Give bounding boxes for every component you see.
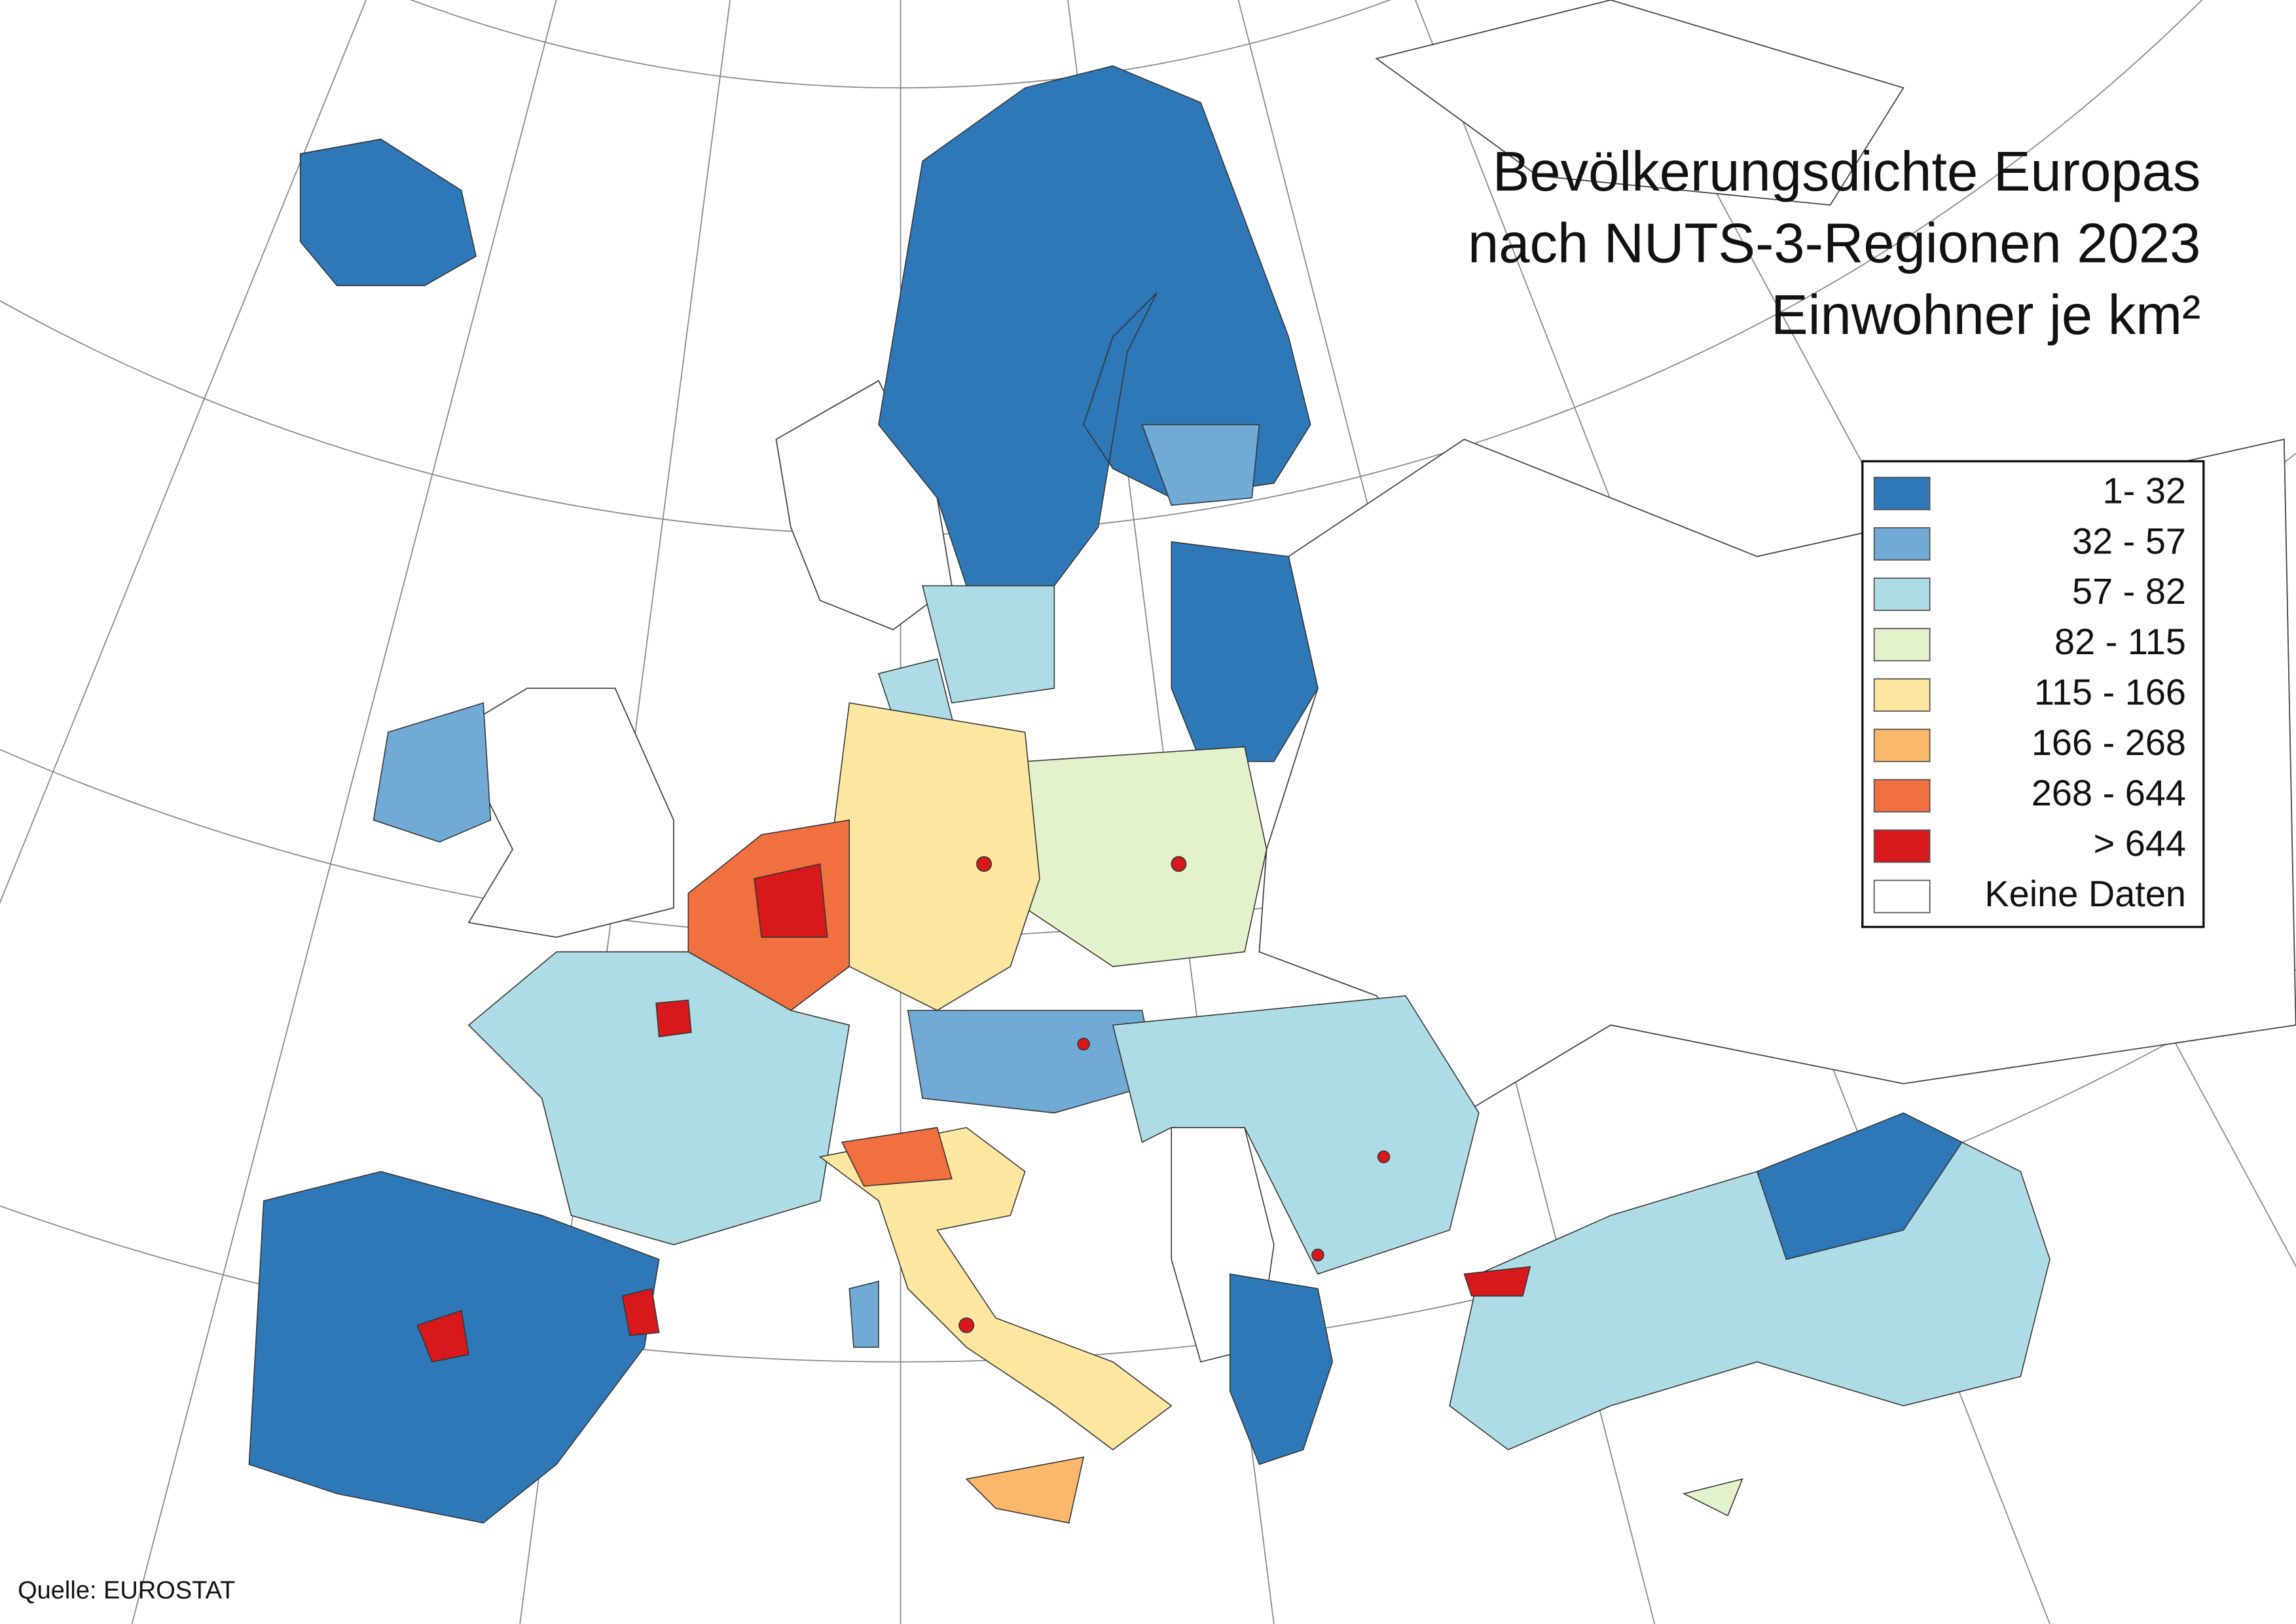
region (416, 1310, 469, 1363)
source: Quelle: EUROSTAT (18, 1577, 235, 1604)
title-line: nach NUTS-3-Regionen 2023 (1468, 212, 2200, 274)
legend-label: > 644 (2094, 822, 2186, 864)
legend-swatch (1873, 829, 1931, 863)
title-line: Einwohner je km² (1771, 284, 2200, 346)
land-outline (453, 688, 674, 938)
region (1112, 995, 1480, 1275)
region (1377, 1150, 1391, 1164)
region (1311, 1248, 1324, 1262)
legend-swatch (1873, 627, 1931, 661)
region (818, 1127, 1173, 1450)
region (958, 1317, 975, 1333)
region (621, 1287, 660, 1337)
region (1171, 541, 1319, 762)
meridian (131, 0, 557, 1624)
region (1141, 424, 1260, 506)
legend-label: 32 - 57 (2072, 520, 2186, 561)
title: Bevölkerungsdichte Europas nach NUTS-3-Re… (1468, 141, 2200, 346)
legend: 1- 32 32 - 57 57 - 82 82 - 115 115 - 166 166 … (1873, 470, 2186, 914)
legend-swatch (1873, 527, 1931, 561)
legend-label: 1- 32 (2103, 470, 2186, 511)
region (834, 702, 1040, 1011)
region (1171, 856, 1187, 872)
region (754, 863, 828, 938)
region (373, 702, 492, 843)
region (841, 1127, 953, 1187)
region (655, 999, 692, 1038)
region (907, 1010, 1157, 1114)
meridian (1237, 0, 1656, 1624)
legend-swatch (1873, 577, 1931, 611)
legend-label: 115 - 166 (2034, 671, 2186, 712)
region (299, 138, 477, 286)
region (1077, 1037, 1090, 1051)
legend-label: 57 - 82 (2072, 570, 2186, 612)
legend-label: Keine Daten (1984, 873, 2186, 914)
land-outline (1375, 0, 1904, 206)
legend-swatch (1873, 678, 1931, 712)
region (467, 951, 850, 1246)
title-line: Bevölkerungsdichte Europas (1493, 141, 2201, 203)
region (976, 856, 993, 872)
legend-swatch (1873, 879, 1931, 913)
region (1682, 1478, 1743, 1517)
legend-swatch (1873, 728, 1931, 762)
legend-label: 268 - 644 (2032, 772, 2186, 813)
legend-swatch (1873, 779, 1931, 813)
region (965, 1456, 1085, 1524)
region (922, 585, 1055, 704)
legend-swatch (1873, 477, 1931, 511)
regions (248, 65, 2050, 1524)
legend-label: 82 - 115 (2054, 621, 2186, 662)
region (1463, 1266, 1531, 1297)
region (1756, 1112, 1963, 1261)
legend-label: 166 - 268 (2032, 722, 2186, 763)
region (848, 1280, 879, 1348)
region (1229, 1273, 1334, 1466)
